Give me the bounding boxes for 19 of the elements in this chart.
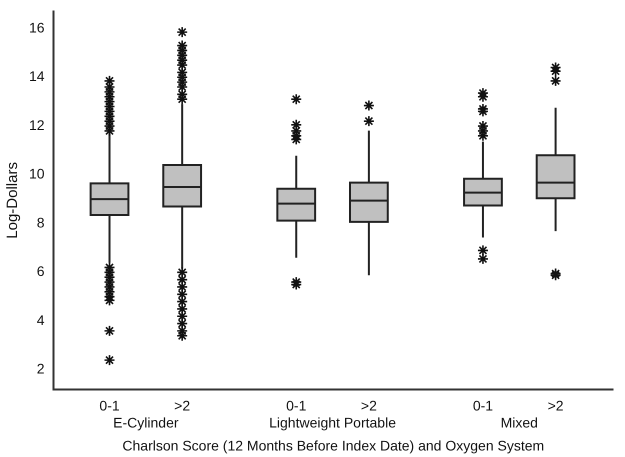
y-axis-title: Log-Dollars <box>4 162 22 239</box>
text: Mixed <box>500 414 538 430</box>
x-axis-title: Charlson Score (12 Months Before Index Date) and Oxygen System <box>122 437 544 454</box>
y-tick-label: 10 <box>28 166 45 182</box>
text: E-Cylinder <box>113 414 179 430</box>
y-tick-label: 12 <box>28 116 45 133</box>
x-tick-label: 0-1 <box>286 398 307 414</box>
y-tick-label: 14 <box>28 68 45 84</box>
y-tick-label: 2 <box>36 360 45 377</box>
x-tick-label: 0-1 <box>472 398 494 414</box>
x-tick-label: 0-1 <box>99 398 120 414</box>
y-tick-label: 4 <box>36 312 45 328</box>
y-tick-label: 6 <box>36 263 45 280</box>
x-tick-label: >2 <box>360 398 378 414</box>
y-tick-label: 8 <box>36 214 45 230</box>
x-tick-label: >2 <box>548 398 564 414</box>
text: Lightweight Portable <box>269 414 396 430</box>
x-tick-label: >2 <box>174 398 190 414</box>
y-tick-label: 16 <box>28 19 45 36</box>
